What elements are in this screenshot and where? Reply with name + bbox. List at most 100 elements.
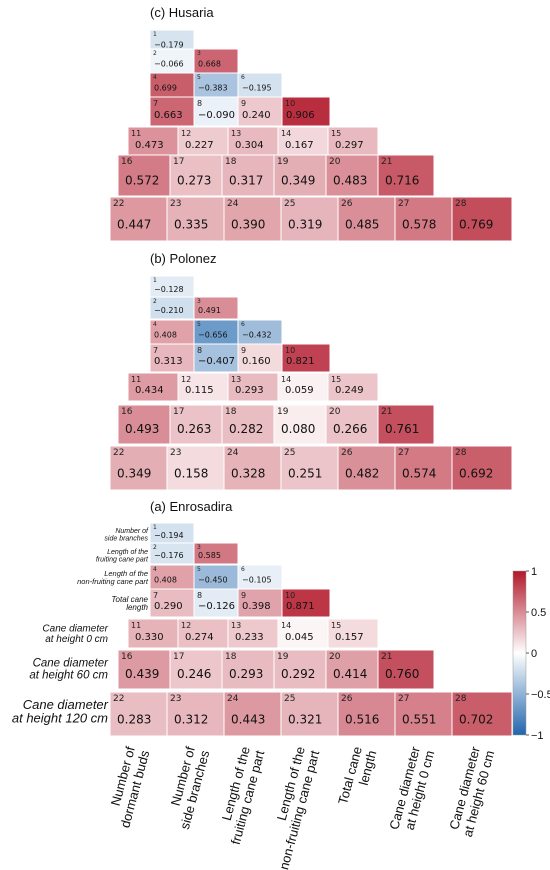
cell-value-label: 0.483 <box>333 174 367 188</box>
cell-id: 3 <box>197 50 201 57</box>
heatmap-cell <box>149 588 195 618</box>
cell-id: 15 <box>331 129 341 138</box>
heatmap-cell <box>273 154 327 197</box>
cell-value-label: 0.330 <box>135 632 164 643</box>
cell-value-label: 0.906 <box>286 110 315 121</box>
cell-value-label: 0.282 <box>229 422 263 436</box>
cell-value-label: 0.227 <box>185 140 214 151</box>
cell-id: 11 <box>131 129 141 138</box>
cell-id: 13 <box>231 375 241 384</box>
cell-value-label: 0.699 <box>154 83 177 92</box>
cell-id: 18 <box>225 652 237 662</box>
row-label: Cane diameter at height 120 cm <box>12 697 109 726</box>
cell-value-label: 0.663 <box>154 110 183 121</box>
column-label: Total canelength <box>335 745 379 810</box>
row-label: Length of the fruiting cane part <box>96 549 149 563</box>
heatmap-cell <box>237 72 283 98</box>
heatmap-cell <box>169 404 223 445</box>
cell-id: 9 <box>241 99 246 108</box>
cell-value-label: 0.578 <box>402 218 436 232</box>
color-scale-tick-label: 1 <box>531 566 537 578</box>
heatmap-cell <box>277 372 329 402</box>
heatmap-cell <box>337 691 396 737</box>
heatmap-cell <box>280 445 339 491</box>
cell-value-label: 0.349 <box>117 467 151 481</box>
cell-value-label: 0.408 <box>154 575 177 584</box>
cell-value-label: 0.769 <box>459 218 493 232</box>
cell-value-label: 0.390 <box>231 218 265 232</box>
cell-id: 8 <box>197 346 202 355</box>
row-label: Number of side branches <box>104 528 149 542</box>
cell-value-label: 0.274 <box>185 632 214 643</box>
heatmap-cell <box>451 691 513 737</box>
cell-value-label: 0.246 <box>177 667 211 681</box>
cell-value-label: 0.493 <box>125 422 159 436</box>
cell-id: 17 <box>173 652 184 662</box>
heatmap-cell <box>237 564 283 590</box>
cell-id: 8 <box>197 99 202 108</box>
heatmap-cell <box>177 126 229 157</box>
cell-id: 23 <box>170 448 181 458</box>
cell-id: 16 <box>121 652 133 662</box>
cell-value-label: 0.233 <box>235 632 264 643</box>
cell-id: 21 <box>381 407 392 417</box>
cell-value-label: 0.321 <box>288 713 322 727</box>
heatmap-cell <box>277 618 329 649</box>
cell-value-label: 0.240 <box>242 110 271 121</box>
cell-id: 28 <box>455 448 467 458</box>
cell-value-label: 0.251 <box>288 467 322 481</box>
cell-value-label: 0.585 <box>198 551 221 560</box>
cell-value-label: −0.195 <box>242 83 272 92</box>
cell-id: 11 <box>131 621 141 630</box>
cell-value-label: 0.335 <box>174 218 208 232</box>
cell-id: 17 <box>173 157 184 167</box>
cell-value-label: 0.266 <box>333 422 367 436</box>
heatmap-cell <box>280 691 339 737</box>
heatmap-cell <box>281 588 331 618</box>
heatmap-cell <box>109 196 168 242</box>
cell-id: 26 <box>341 199 353 209</box>
cell-value-label: 0.349 <box>281 174 315 188</box>
cell-value-label: −0.066 <box>154 59 184 68</box>
cell-id: 26 <box>341 448 353 458</box>
heatmap-cell <box>221 154 275 197</box>
panel-title: (a) Enrosadira <box>150 499 233 514</box>
cell-id: 17 <box>173 407 184 417</box>
cell-id: 8 <box>197 591 202 600</box>
cell-id: 22 <box>113 448 124 458</box>
color-scale-tick-label: 0.5 <box>531 607 546 619</box>
heatmap-cell <box>193 542 239 565</box>
heatmap-cell <box>166 196 225 242</box>
cell-value-label: −0.105 <box>242 575 272 584</box>
heatmap-panel: (b) Polonez 1−0.128 2−0.210 30.491 4 0.408 5 −0… <box>109 251 513 491</box>
cell-value-label: 0.080 <box>281 422 315 436</box>
cell-id: 2 <box>153 50 157 57</box>
cell-id: 4 <box>153 321 157 328</box>
heatmap-cell <box>221 649 275 690</box>
heatmap-cell <box>221 404 275 445</box>
cell-value-label: 0.319 <box>288 218 322 232</box>
row-label: Total cane length <box>111 595 148 612</box>
cell-id: 27 <box>398 448 409 458</box>
heatmap-cell <box>109 691 168 737</box>
heatmap-cell <box>327 618 379 649</box>
cell-value-label: 0.312 <box>174 713 208 727</box>
cell-id: 10 <box>285 99 295 108</box>
cell-value-label: 0.317 <box>229 174 263 188</box>
cell-id: 13 <box>231 621 241 630</box>
color-scale-legend: 1 0.5 0 −0.5 −1 <box>512 566 550 742</box>
cell-value-label: 0.408 <box>154 330 177 339</box>
heatmap-cell <box>149 343 195 373</box>
cell-id: 12 <box>181 621 191 630</box>
cell-id: 18 <box>225 407 237 417</box>
cell-value-label: 0.293 <box>235 385 264 396</box>
cell-value-label: −0.383 <box>198 83 228 92</box>
heatmap-cell <box>377 154 435 197</box>
heatmap-cell <box>193 319 239 345</box>
cell-id: 6 <box>241 321 245 328</box>
cell-value-label: 0.283 <box>117 713 151 727</box>
cell-id: 22 <box>113 694 124 704</box>
cell-value-label: 0.414 <box>333 667 367 681</box>
